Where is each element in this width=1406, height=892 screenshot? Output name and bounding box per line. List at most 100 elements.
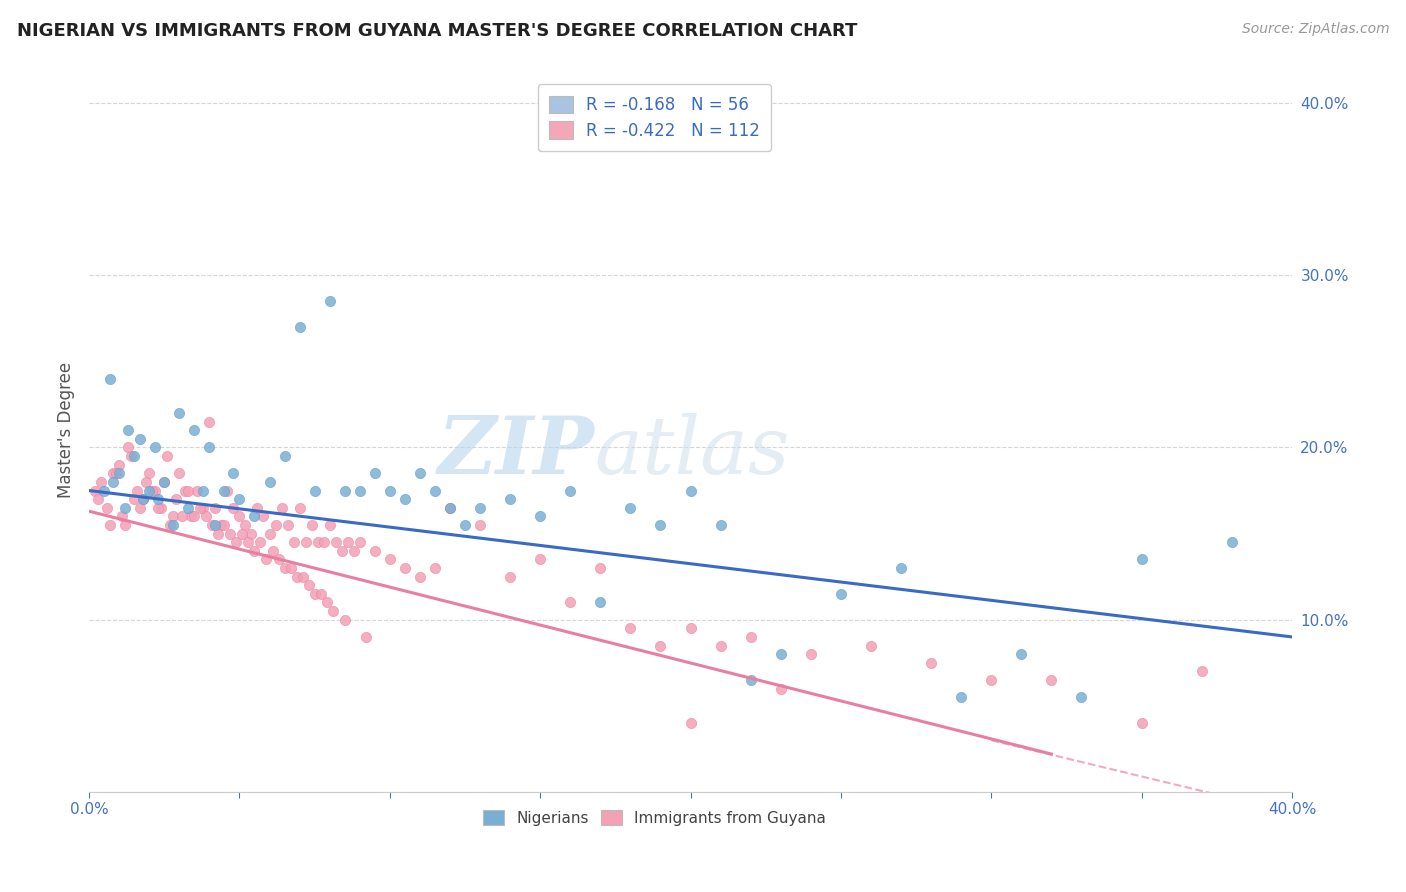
Point [138, 467, 160, 481]
Point [193, 483, 215, 498]
Point [394, 561, 416, 575]
Point [120, 449, 142, 463]
Point [920, 656, 942, 670]
Point [240, 526, 263, 541]
Point [209, 518, 232, 533]
Point [198, 441, 221, 455]
Point [529, 509, 551, 524]
Point [177, 483, 200, 498]
Point [108, 467, 131, 481]
Point [800, 647, 823, 661]
Point [177, 500, 200, 515]
Point [439, 500, 461, 515]
Point [138, 483, 160, 498]
Point [560, 595, 582, 609]
Point [222, 500, 245, 515]
Point [217, 483, 239, 498]
Point [859, 639, 882, 653]
Point [101, 467, 124, 481]
Point [297, 578, 319, 592]
Point [169, 406, 191, 420]
Point [267, 552, 290, 566]
Point [409, 569, 432, 583]
Point [219, 526, 242, 541]
Point [679, 716, 702, 731]
Text: atlas: atlas [595, 413, 790, 491]
Point [129, 432, 152, 446]
Point [1130, 552, 1153, 566]
Point [394, 492, 416, 507]
Point [235, 518, 257, 533]
Point [330, 544, 353, 558]
Point [143, 441, 166, 455]
Point [243, 509, 266, 524]
Point [277, 518, 299, 533]
Point [174, 483, 197, 498]
Point [153, 475, 176, 489]
Point [214, 483, 236, 498]
Point [468, 518, 491, 533]
Point [312, 535, 335, 549]
Point [183, 509, 205, 524]
Point [243, 544, 266, 558]
Point [249, 535, 271, 549]
Legend: Nigerians, Immigrants from Guyana: Nigerians, Immigrants from Guyana [474, 801, 835, 835]
Y-axis label: Master's Degree: Master's Degree [58, 362, 75, 499]
Point [589, 595, 612, 609]
Point [114, 518, 136, 533]
Text: ZIP: ZIP [437, 413, 595, 491]
Point [183, 423, 205, 437]
Point [252, 509, 274, 524]
Point [304, 483, 326, 498]
Point [830, 587, 852, 601]
Point [165, 492, 187, 507]
Point [679, 621, 702, 635]
Point [285, 569, 308, 583]
Point [264, 518, 287, 533]
Point [162, 509, 184, 524]
Point [162, 518, 184, 533]
Point [349, 483, 371, 498]
Point [259, 526, 281, 541]
Point [222, 467, 245, 481]
Point [198, 415, 221, 429]
Point [710, 639, 733, 653]
Point [1040, 673, 1063, 687]
Point [108, 458, 131, 472]
Point [84, 483, 107, 498]
Point [105, 467, 128, 481]
Point [560, 483, 582, 498]
Point [180, 509, 202, 524]
Point [322, 604, 344, 618]
Point [98, 518, 121, 533]
Point [423, 483, 446, 498]
Point [256, 552, 278, 566]
Point [259, 475, 281, 489]
Point [246, 500, 269, 515]
Point [231, 526, 253, 541]
Point [679, 483, 702, 498]
Point [283, 535, 305, 549]
Point [710, 518, 733, 533]
Point [301, 518, 323, 533]
Point [378, 483, 401, 498]
Point [291, 569, 314, 583]
Point [132, 492, 155, 507]
Point [318, 518, 340, 533]
Point [93, 483, 115, 498]
Point [529, 552, 551, 566]
Point [156, 449, 179, 463]
Point [364, 544, 387, 558]
Point [409, 467, 432, 481]
Point [619, 621, 641, 635]
Point [159, 518, 181, 533]
Point [228, 492, 250, 507]
Point [148, 492, 170, 507]
Point [135, 475, 157, 489]
Point [195, 509, 218, 524]
Point [228, 509, 250, 524]
Point [336, 535, 359, 549]
Point [309, 587, 332, 601]
Point [273, 561, 295, 575]
Point [740, 630, 762, 644]
